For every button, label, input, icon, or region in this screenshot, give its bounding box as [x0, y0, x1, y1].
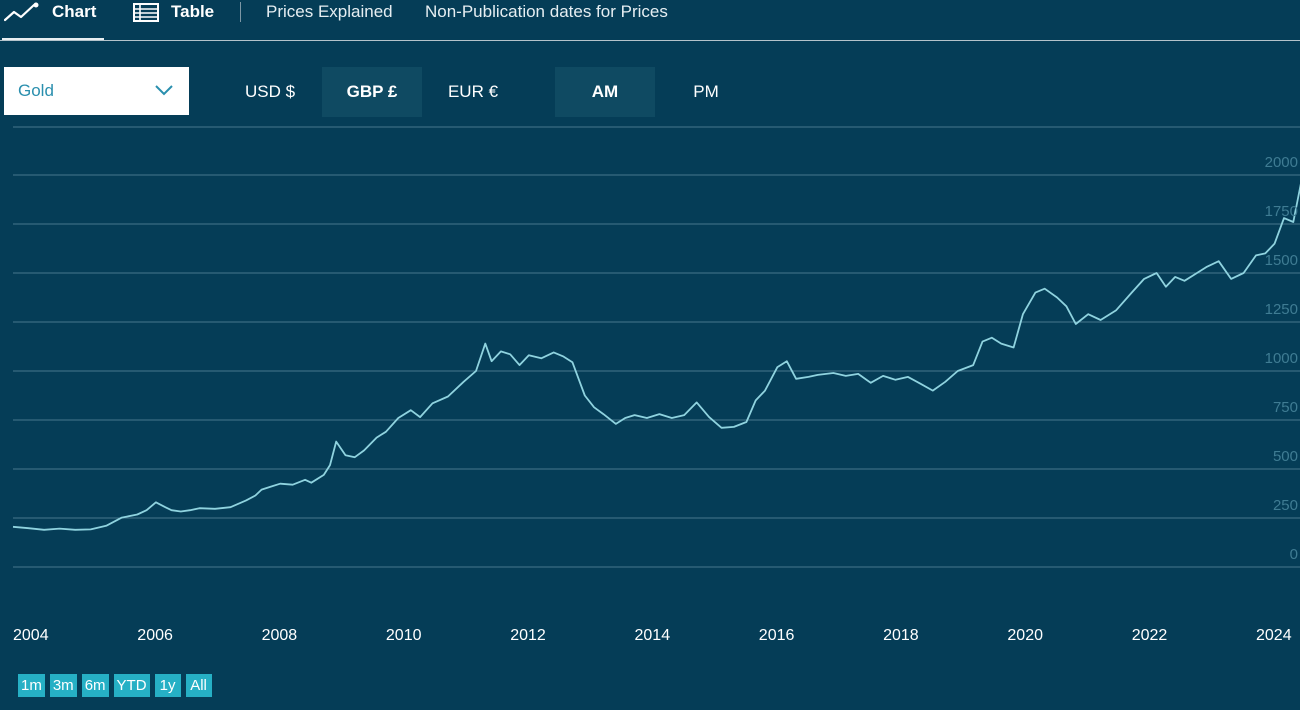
range-6m-button[interactable]: 6m — [81, 674, 109, 697]
range-selector: 1m 3m 6m YTD 1y All — [18, 674, 212, 697]
x-tick-label: 2006 — [137, 627, 173, 644]
currency-gbp-button[interactable]: GBP £ — [322, 67, 422, 117]
nav-divider-line — [0, 40, 1300, 41]
y-tick-label: 0 — [1290, 546, 1298, 563]
tab-chart-label: Chart — [52, 2, 97, 21]
range-1m-button[interactable]: 1m — [18, 674, 45, 697]
x-tick-label: 2022 — [1132, 627, 1168, 644]
x-tick-label: 2008 — [262, 627, 298, 644]
metal-select-value: Gold — [18, 81, 54, 100]
gold-price-line — [12, 183, 1300, 531]
x-tick-label: 2020 — [1007, 627, 1043, 644]
range-1y-button[interactable]: 1y — [154, 674, 181, 697]
table-icon — [133, 3, 159, 22]
y-tick-label: 1000 — [1265, 350, 1298, 367]
x-tick-label: 2014 — [635, 627, 671, 644]
y-tick-label: 250 — [1273, 497, 1298, 514]
y-tick-label: 1500 — [1265, 252, 1298, 269]
x-axis-labels: 2004 2006 2008 2010 2012 2014 2016 2018 2020 2022… — [13, 627, 1292, 644]
x-tick-label: 2018 — [883, 627, 919, 644]
y-tick-label: 1250 — [1265, 301, 1298, 318]
chart-series — [12, 183, 1300, 531]
tab-table[interactable]: Table — [133, 0, 214, 40]
prices-explained-link[interactable]: Prices Explained — [266, 2, 393, 21]
currency-eur-button[interactable]: EUR € — [447, 82, 499, 101]
active-tab-indicator — [2, 38, 104, 41]
range-3m-button[interactable]: 3m — [49, 674, 77, 697]
tab-chart[interactable]: Chart — [4, 0, 104, 40]
x-tick-label: 2010 — [386, 627, 422, 644]
x-tick-label: 2012 — [510, 627, 546, 644]
y-tick-label: 1750 — [1265, 203, 1298, 220]
y-tick-label: 500 — [1273, 448, 1298, 465]
x-tick-label: 2004 — [13, 627, 49, 644]
fixing-pm-button[interactable]: PM — [693, 82, 719, 101]
chart-gridlines — [13, 126, 1300, 568]
line-chart-icon — [4, 2, 39, 22]
tab-table-label: Table — [171, 2, 215, 21]
range-all-button[interactable]: All — [185, 674, 212, 697]
metal-select[interactable]: Gold — [4, 67, 189, 115]
range-ytd-button[interactable]: YTD — [113, 674, 150, 697]
x-tick-label: 2024 — [1256, 627, 1292, 644]
x-tick-label: 2016 — [759, 627, 795, 644]
y-axis-labels: 0 250 500 750 1000 1250 1500 1750 2000 — [1265, 154, 1298, 563]
chevron-down-icon — [155, 85, 173, 96]
y-tick-label: 750 — [1273, 399, 1298, 416]
nav-divider — [240, 2, 241, 22]
top-nav: Chart Table Prices Explained Non-Publica… — [0, 0, 1300, 42]
y-tick-label: 2000 — [1265, 154, 1298, 171]
currency-usd-button[interactable]: USD $ — [244, 82, 296, 101]
fixing-am-button[interactable]: AM — [555, 67, 655, 117]
non-publication-dates-link[interactable]: Non-Publication dates for Prices — [425, 2, 668, 21]
